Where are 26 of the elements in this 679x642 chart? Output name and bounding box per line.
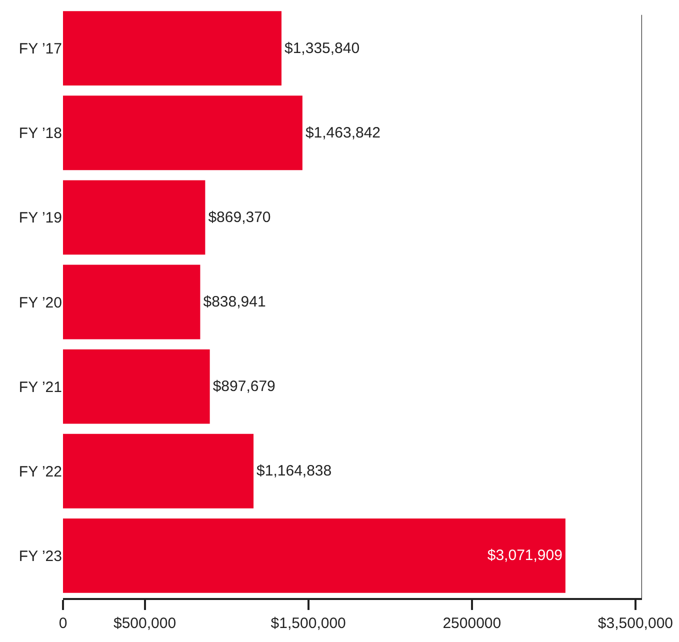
x-tick-label: 2500000 xyxy=(442,614,502,632)
y-tick-label: FY ’17 xyxy=(18,40,62,58)
bar xyxy=(63,180,206,255)
data-label: $3,071,909 xyxy=(487,547,562,564)
bar xyxy=(63,518,566,593)
y-tick-label: FY ’19 xyxy=(18,210,62,227)
bar xyxy=(63,96,302,170)
data-label: $869,370 xyxy=(208,208,271,226)
y-tick-label: FY ’21 xyxy=(18,378,62,396)
data-label: $1,164,838 xyxy=(256,462,332,480)
y-tick-label: FY ’22 xyxy=(18,463,62,480)
y-tick-label: FY ’23 xyxy=(18,548,62,565)
bar xyxy=(63,11,282,86)
bar xyxy=(63,434,254,508)
y-tick-label: FY ’20 xyxy=(18,294,62,312)
data-label: $838,941 xyxy=(203,294,266,310)
y-tick-label: FY ’18 xyxy=(18,125,62,142)
data-label: $1,463,842 xyxy=(305,124,381,142)
bar xyxy=(63,264,200,340)
x-tick-label: 0 xyxy=(58,614,68,632)
data-label: $1,335,840 xyxy=(284,40,360,57)
x-tick-label: $3,500,000 xyxy=(598,614,673,632)
bar xyxy=(63,349,210,424)
x-tick-label: $1,500,000 xyxy=(270,614,346,632)
data-label: $897,679 xyxy=(212,378,276,396)
x-tick-label: $500,000 xyxy=(113,614,176,632)
